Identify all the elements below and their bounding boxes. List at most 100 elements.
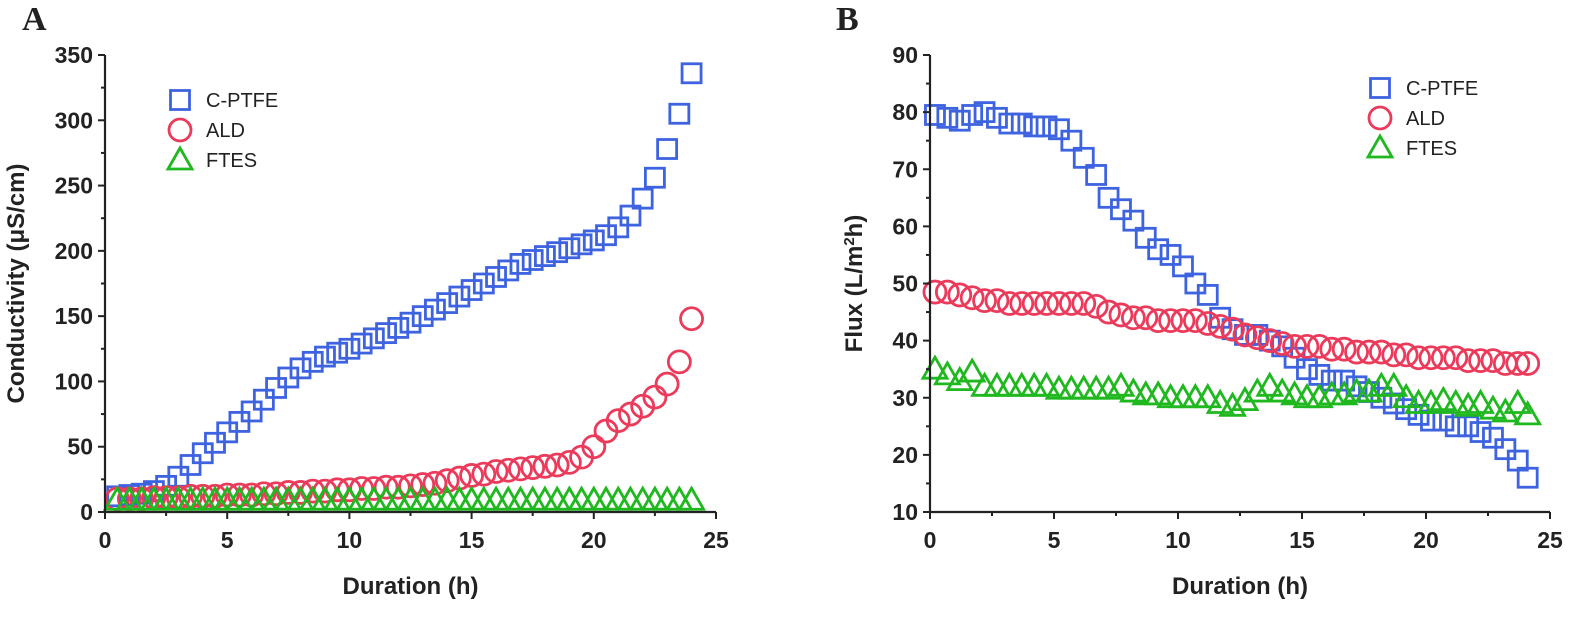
c-ptfe-point bbox=[948, 109, 971, 132]
c-ptfe-point bbox=[1060, 129, 1083, 152]
y-tick-label: 300 bbox=[55, 107, 93, 133]
c-ptfe-point bbox=[1469, 421, 1492, 443]
ald-point bbox=[1158, 308, 1183, 334]
ald-point bbox=[1145, 308, 1171, 334]
ftes-point bbox=[994, 371, 1024, 397]
ftes-point bbox=[1106, 371, 1136, 397]
c-ptfe-point bbox=[485, 266, 507, 288]
y-tick-label: 30 bbox=[892, 385, 918, 411]
ald-point bbox=[972, 288, 997, 314]
legend-c-ptfe-marker bbox=[169, 89, 191, 111]
ftes-point bbox=[664, 485, 694, 511]
c-ptfe-point bbox=[1097, 186, 1120, 209]
ftes-point bbox=[616, 485, 645, 511]
ald-point bbox=[1170, 308, 1196, 334]
ald-point bbox=[398, 473, 423, 499]
legend-ald-marker bbox=[167, 117, 193, 143]
legend-ald-label: ALD bbox=[1406, 108, 1445, 130]
c-ptfe-point bbox=[680, 62, 703, 85]
ftes-point bbox=[1513, 400, 1543, 426]
c-ptfe-point bbox=[631, 187, 654, 210]
ald-point bbox=[471, 461, 497, 487]
c-ptfe-point bbox=[521, 249, 544, 271]
ald-point bbox=[1294, 333, 1320, 359]
c-ptfe-point bbox=[534, 245, 556, 267]
c-ptfe-point bbox=[1147, 238, 1170, 261]
y-tick-label: 150 bbox=[55, 303, 93, 329]
panel-b-y-axis-label-tail: h) bbox=[841, 215, 868, 238]
c-ptfe-point bbox=[1122, 209, 1145, 232]
c-ptfe-point bbox=[424, 298, 446, 321]
ald-point bbox=[666, 349, 692, 375]
ald-point bbox=[1406, 345, 1431, 371]
ftes-point bbox=[1428, 385, 1458, 412]
c-ptfe-point bbox=[448, 285, 471, 308]
c-ptfe-point bbox=[1333, 369, 1356, 392]
ald-point bbox=[1319, 336, 1345, 362]
panel-b-chart: B 0 5 10 15 20 25 10 20 30 40 50 60 70 80 90 C-PTFE ALD… bbox=[836, 1, 1563, 600]
c-ptfe-point bbox=[1048, 118, 1070, 141]
c-ptfe-point bbox=[619, 204, 642, 227]
c-ptfe-point bbox=[644, 166, 666, 189]
c-ptfe-point bbox=[301, 350, 324, 373]
y-tick-label: 20 bbox=[892, 442, 918, 468]
ftes-point bbox=[1118, 377, 1148, 403]
ald-point bbox=[373, 474, 399, 500]
x-tick-label: 0 bbox=[924, 527, 937, 553]
ald-point bbox=[1220, 316, 1245, 342]
ftes-point bbox=[652, 485, 682, 511]
c-ptfe-point bbox=[936, 106, 959, 129]
y-tick-label: 0 bbox=[80, 499, 93, 525]
c-ptfe-point bbox=[924, 104, 946, 126]
c-ptfe-point bbox=[1457, 415, 1480, 438]
panel-b-y-axis-label-main: Flux (L/m bbox=[841, 246, 868, 353]
legend-c-ptfe-label: C-PTFE bbox=[206, 90, 278, 112]
c-ptfe-point bbox=[1072, 146, 1095, 169]
ald-point bbox=[934, 279, 960, 305]
legend-c-ptfe-marker bbox=[1369, 77, 1391, 99]
ftes-point bbox=[1019, 371, 1049, 397]
ald-point bbox=[1182, 308, 1208, 334]
ftes-point bbox=[1490, 397, 1520, 423]
ald-point bbox=[520, 455, 546, 481]
ald-point bbox=[214, 482, 240, 508]
c-ptfe-point bbox=[1320, 369, 1343, 392]
x-tick-label: 25 bbox=[1537, 527, 1563, 553]
c-ptfe-point bbox=[1234, 324, 1256, 346]
y-tick-label: 10 bbox=[892, 499, 918, 525]
ald-point bbox=[1468, 348, 1493, 374]
c-ptfe-point bbox=[1196, 284, 1219, 306]
y-tick-label: 50 bbox=[67, 434, 93, 460]
ftes-point bbox=[506, 485, 535, 511]
ftes-point bbox=[1007, 371, 1037, 397]
panel-b-y-axis-label-superscript: 2 bbox=[841, 237, 858, 245]
ald-point bbox=[434, 468, 460, 494]
ftes-point bbox=[982, 371, 1012, 397]
ftes-point bbox=[542, 485, 572, 511]
ald-point bbox=[1381, 342, 1407, 368]
c-ptfe-point bbox=[558, 237, 581, 260]
ald-point bbox=[922, 279, 948, 305]
ftes-point bbox=[457, 485, 487, 511]
ald-point bbox=[1368, 339, 1394, 365]
ald-point bbox=[1331, 336, 1357, 362]
ftes-point bbox=[1441, 388, 1471, 414]
panel-b-legend: C-PTFE ALD FTES bbox=[1365, 77, 1478, 160]
ald-point bbox=[410, 472, 436, 497]
ftes-point bbox=[640, 485, 670, 511]
ald-point bbox=[495, 457, 521, 483]
ftes-point bbox=[579, 485, 609, 511]
y-tick-label: 40 bbox=[892, 328, 918, 354]
ftes-point bbox=[1242, 377, 1272, 403]
panel-b-x-axis-label: Duration (h) bbox=[1172, 573, 1308, 600]
c-ptfe-point bbox=[546, 241, 569, 264]
panel-b-axes: 0 5 10 15 20 25 10 20 30 40 50 60 70 80 90 bbox=[892, 42, 1563, 553]
ald-point bbox=[679, 306, 704, 332]
c-ptfe-point bbox=[509, 253, 532, 275]
ftes-point bbox=[518, 485, 548, 511]
x-tick-label: 20 bbox=[581, 527, 607, 553]
panel-a-marks bbox=[102, 62, 706, 512]
x-tick-label: 5 bbox=[221, 527, 234, 553]
ftes-point bbox=[1180, 382, 1210, 409]
c-ptfe-point bbox=[1172, 255, 1194, 278]
